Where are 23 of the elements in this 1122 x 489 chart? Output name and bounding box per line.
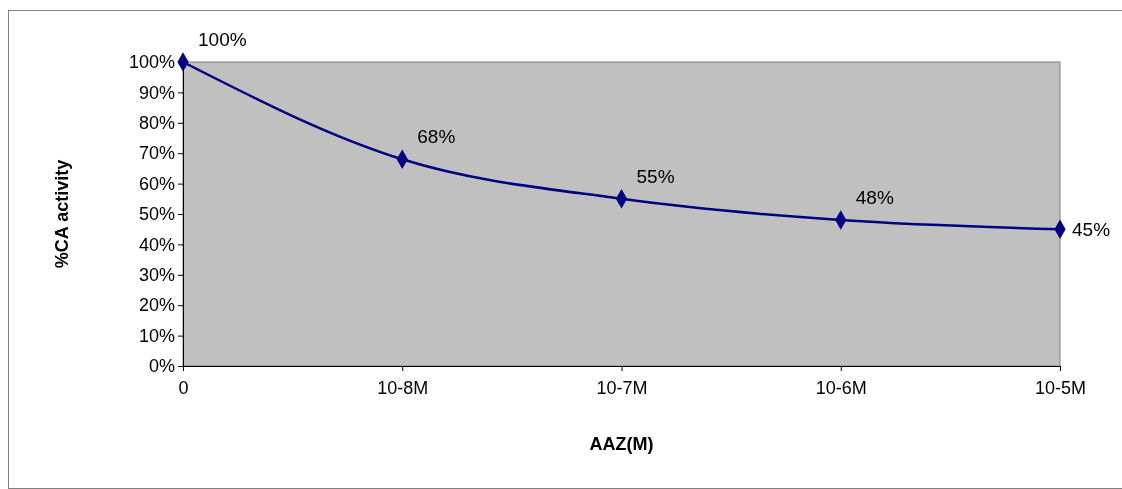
y-tick-label: 50% <box>138 204 175 225</box>
text: 100% <box>198 29 247 50</box>
text: 45% <box>1072 219 1111 241</box>
y-tick-label: 30% <box>138 265 175 286</box>
y-tick-label: 90% <box>138 82 175 103</box>
text: 48% <box>855 187 894 209</box>
x-axis-title: AAZ(M) <box>589 434 654 454</box>
y-tick-label: 100% <box>128 52 175 73</box>
x-tick-label: 10-7M <box>596 377 648 398</box>
x-tick-label: 10-5M <box>1034 377 1087 398</box>
y-tick-label: 10% <box>138 325 175 346</box>
text: 55% <box>636 165 675 187</box>
x-tick-label: 0 <box>178 377 189 398</box>
y-axis-title: %CA activity <box>52 159 72 269</box>
x-tick-label: 10-6M <box>815 377 867 398</box>
text: 68% <box>417 126 456 148</box>
x-tick-label: 10-8M <box>377 377 429 398</box>
y-tick-label: 40% <box>138 234 175 255</box>
y-tick-label: 0% <box>148 356 175 377</box>
y-tick-label: 20% <box>138 295 175 316</box>
y-tick-label: 60% <box>138 173 175 194</box>
y-tick-label: 70% <box>138 143 175 164</box>
y-tick-label: 80% <box>138 113 175 134</box>
